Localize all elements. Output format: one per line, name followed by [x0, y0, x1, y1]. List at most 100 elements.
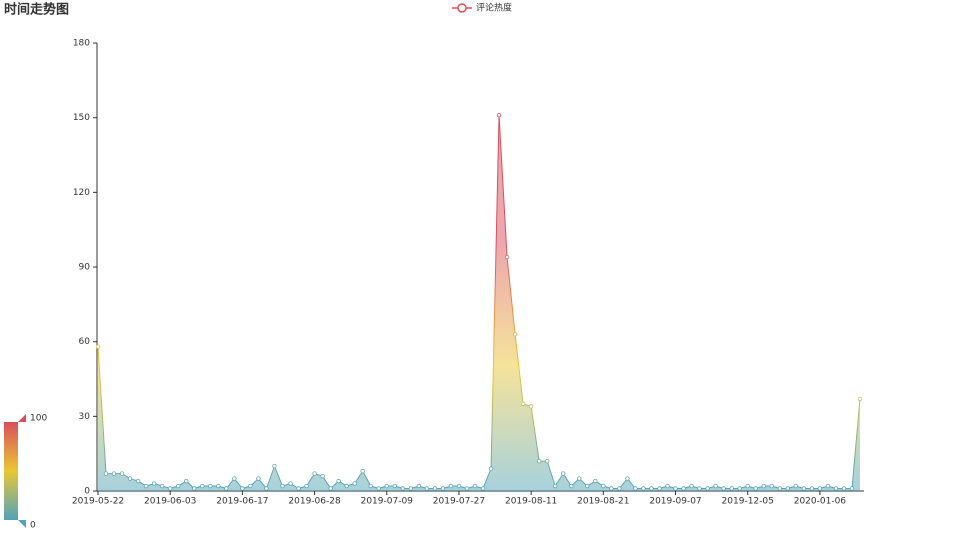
point — [240, 486, 245, 491]
point — [673, 486, 678, 491]
point — [472, 483, 478, 489]
visual-map-max: 100 — [30, 414, 47, 424]
point — [520, 401, 526, 407]
point — [416, 483, 422, 489]
point — [809, 486, 815, 491]
point — [721, 486, 726, 491]
point — [280, 483, 285, 489]
point — [641, 486, 646, 491]
point — [232, 476, 237, 481]
point — [159, 483, 165, 489]
point — [440, 486, 446, 491]
point — [192, 486, 197, 491]
visual-map-handle — [18, 520, 26, 528]
point — [593, 478, 598, 484]
x-tick-label: 2020-01-06 — [794, 497, 847, 507]
point — [633, 486, 638, 491]
point — [544, 458, 550, 464]
point — [512, 332, 518, 337]
point — [536, 458, 542, 464]
point — [368, 483, 373, 489]
point — [272, 463, 277, 469]
x-tick-label: 2019-07-27 — [433, 497, 485, 507]
point — [681, 486, 686, 491]
point — [127, 476, 133, 481]
point — [184, 478, 189, 484]
point — [400, 486, 405, 491]
legend-label[interactable]: 评论热度 — [476, 2, 512, 14]
point — [504, 254, 510, 260]
x-tick-label: 2019-12-05 — [722, 497, 774, 507]
point — [448, 483, 454, 489]
point — [248, 483, 253, 489]
point — [777, 486, 782, 491]
point — [408, 486, 414, 491]
point — [841, 486, 847, 491]
point — [111, 471, 117, 476]
chart-title: 时间走势图 — [4, 2, 69, 18]
point — [617, 486, 622, 491]
point — [208, 483, 213, 489]
point — [649, 486, 654, 491]
point — [328, 486, 333, 491]
point — [344, 483, 349, 489]
point — [360, 468, 365, 474]
point — [825, 483, 831, 489]
point — [833, 486, 839, 491]
point — [296, 486, 301, 491]
point — [135, 478, 141, 484]
x-tick-label: 2019-09-07 — [649, 497, 701, 507]
point — [585, 483, 590, 489]
point — [769, 483, 774, 489]
point — [785, 486, 791, 491]
x-tick-label: 2019-06-17 — [216, 497, 268, 507]
y-tick-label: 90 — [79, 263, 91, 273]
point — [424, 486, 430, 491]
point — [849, 486, 855, 491]
point — [95, 344, 101, 349]
point — [143, 483, 149, 489]
point — [384, 483, 389, 489]
point — [480, 486, 486, 491]
point — [697, 486, 702, 491]
point — [729, 486, 734, 491]
point — [264, 486, 269, 491]
x-tick-label: 2019-08-21 — [577, 497, 629, 507]
point — [577, 476, 582, 481]
point — [753, 486, 758, 491]
point — [312, 471, 317, 476]
point — [288, 481, 293, 486]
point — [216, 483, 221, 489]
point — [569, 483, 574, 489]
point — [200, 483, 205, 489]
visual-map-handle — [18, 414, 26, 422]
point — [256, 476, 261, 481]
y-tick-label: 60 — [79, 337, 91, 347]
visual-map-bar — [4, 422, 18, 520]
point — [665, 483, 670, 489]
point — [801, 486, 807, 491]
point — [528, 404, 534, 409]
visual-map-min: 0 — [30, 521, 36, 531]
legend-marker — [457, 3, 467, 13]
y-tick-label: 150 — [73, 113, 90, 123]
point — [464, 486, 470, 491]
point — [304, 483, 309, 489]
point — [601, 483, 606, 489]
point — [817, 486, 823, 491]
y-tick-label: 180 — [73, 39, 90, 49]
point — [761, 483, 766, 489]
point — [713, 483, 718, 489]
point — [336, 478, 341, 484]
point — [625, 476, 630, 481]
y-tick-label: 30 — [79, 412, 91, 422]
point — [689, 483, 694, 489]
point — [456, 483, 462, 489]
point — [488, 466, 494, 471]
point — [857, 396, 863, 402]
point — [657, 486, 662, 491]
point — [737, 486, 742, 491]
point — [376, 486, 381, 491]
x-tick-label: 2019-06-28 — [288, 497, 341, 507]
